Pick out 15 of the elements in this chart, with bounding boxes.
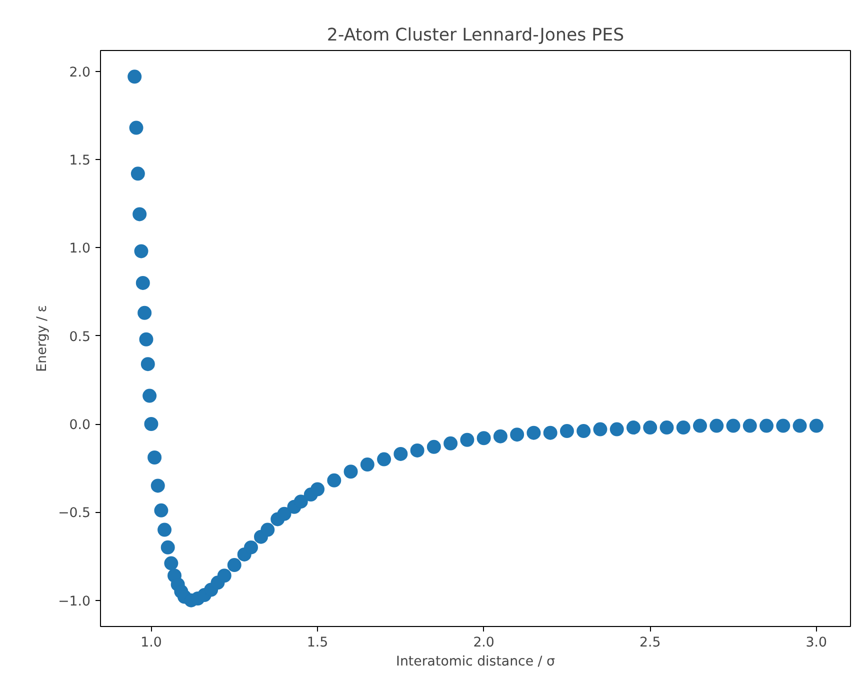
x-tick-label: 2.5 [640,636,661,650]
chart-title: 2-Atom Cluster Lennard-Jones PES [326,26,624,46]
x-tick-label: 1.0 [140,636,162,650]
x-tick-label: 1.5 [306,636,328,650]
x-axis-title: Interatomic distance / σ [396,654,556,670]
x-tick-label: 3.0 [806,636,828,650]
y-tick-label: 1.0 [69,242,91,257]
y-axis-title: Energy / ε [35,305,50,372]
y-tick-label: 1.5 [69,154,91,169]
y-tick-label: −0.5 [58,506,91,522]
y-tick-label: 2.0 [69,65,91,80]
x-tick-label: 2.0 [473,636,494,650]
y-tick-label: −1.0 [58,594,91,610]
y-tick-label: 0.5 [69,330,91,345]
y-tick-label: 0.0 [69,418,91,434]
